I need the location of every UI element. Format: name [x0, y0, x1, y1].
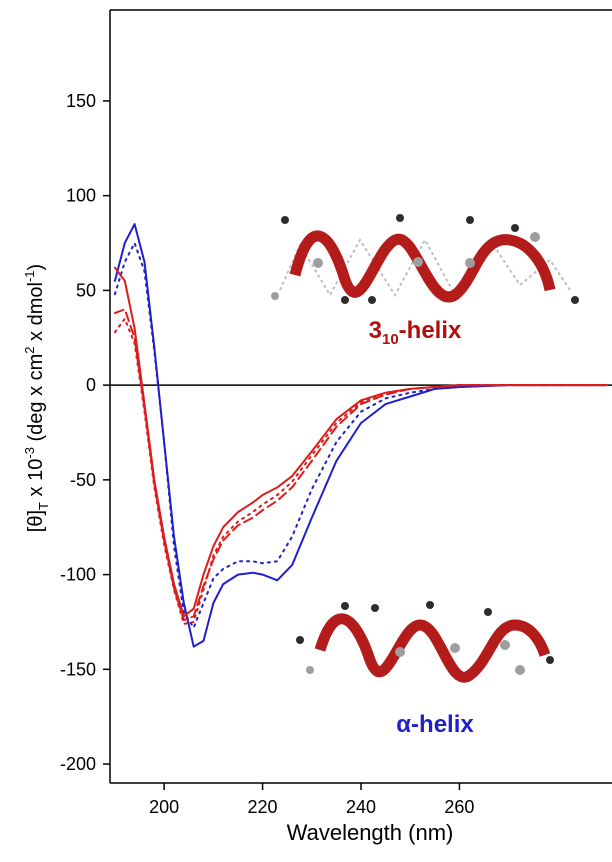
- y-tick-label: 0: [86, 375, 96, 395]
- y-tick-label: -200: [60, 754, 96, 774]
- y-label-part: x dmol: [25, 282, 47, 346]
- y-tick-label: 100: [66, 186, 96, 206]
- annotation-alpha: α-helix: [396, 711, 474, 738]
- series-line: [113, 266, 609, 618]
- y-tick-label: -50: [70, 470, 96, 490]
- y-label-part: -1: [22, 270, 37, 282]
- annotation-part: 10: [382, 331, 399, 348]
- y-tick-label: 50: [76, 280, 96, 300]
- series-line: [113, 223, 609, 648]
- y-label-part: T: [36, 502, 51, 510]
- y-tick-label: -150: [60, 659, 96, 679]
- y-label-part: 2: [22, 346, 37, 353]
- annotation-part: 3: [369, 317, 382, 344]
- x-axis-label: Wavelength (nm): [287, 820, 454, 845]
- y-label-part: [θ]: [25, 510, 47, 532]
- y-label-part: ): [25, 264, 47, 271]
- y-tick-label: 150: [66, 91, 96, 111]
- x-tick-label: 200: [149, 797, 179, 817]
- x-tick-label: 220: [248, 797, 278, 817]
- series-line: [113, 308, 609, 622]
- y-axis-label: [θ]T x 10-3 (deg x cm2 x dmol-1): [22, 264, 51, 532]
- y-label-part: x 10: [25, 459, 47, 502]
- x-tick-label: 240: [346, 797, 376, 817]
- series-line: [113, 317, 609, 625]
- x-tick-label: 260: [444, 797, 474, 817]
- helix-310-image: [271, 214, 579, 304]
- y-label-part: (deg x cm: [25, 354, 47, 447]
- series-line: [113, 242, 609, 629]
- y-label-part: -3: [22, 447, 37, 459]
- y-tick-label: -100: [60, 565, 96, 585]
- annotation-part: -helix: [399, 317, 462, 344]
- annotation-310: 310-helix: [369, 317, 462, 348]
- alpha-helix-image: [296, 601, 554, 683]
